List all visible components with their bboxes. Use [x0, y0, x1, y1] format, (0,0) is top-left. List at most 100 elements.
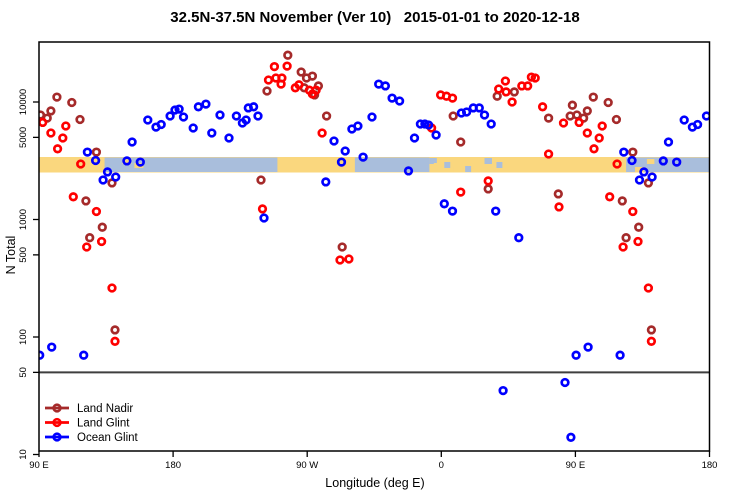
data-point: [75, 114, 85, 125]
data-point: [111, 172, 121, 182]
data-point: [91, 206, 102, 217]
data-point: [257, 204, 268, 214]
data-point: [178, 112, 189, 122]
data-point: [558, 118, 569, 128]
data-point: [231, 111, 242, 121]
data-point: [571, 350, 581, 360]
data-point: [615, 350, 625, 360]
data-point: [617, 196, 627, 206]
data-point: [46, 128, 56, 138]
data-point: [380, 81, 391, 91]
data-point: [46, 106, 56, 116]
data-point: [156, 119, 166, 130]
data-point: [514, 233, 524, 243]
data-point: [52, 144, 63, 154]
x-tick-label: 90 W: [296, 460, 318, 471]
data-point: [501, 87, 511, 97]
data-point: [67, 97, 77, 108]
legend-label: Ocean Glint: [77, 432, 139, 444]
data-point: [409, 133, 420, 143]
data-point: [517, 81, 527, 91]
data-point: [127, 137, 137, 147]
data-point: [701, 111, 710, 121]
map-strip-land-patch: [453, 167, 463, 172]
data-point: [96, 236, 107, 247]
data-point: [387, 93, 397, 103]
data-point: [483, 176, 493, 186]
data-point: [492, 91, 502, 101]
data-point: [61, 121, 71, 131]
data-point: [483, 184, 493, 194]
data-point: [588, 92, 598, 102]
data-point: [321, 111, 332, 121]
data-point: [201, 99, 211, 109]
data-point: [627, 155, 637, 166]
data-point: [282, 61, 292, 71]
data-point: [294, 80, 304, 90]
map-strip-ocean-patch: [484, 158, 492, 164]
x-tick-label: 90 E: [29, 460, 49, 471]
data-point: [256, 175, 266, 185]
data-point: [621, 233, 631, 243]
series-land-glint: [39, 61, 657, 346]
data-point: [335, 255, 345, 265]
data-point: [170, 105, 180, 115]
data-point: [566, 432, 576, 442]
data-point: [646, 336, 657, 346]
map-strip-ocean-patch: [429, 158, 437, 164]
map-strip-land-patch: [122, 159, 132, 164]
data-point: [494, 84, 504, 94]
data-point: [567, 100, 578, 110]
legend-label: Land Nadir: [77, 403, 133, 415]
x-tick-label: 180: [702, 460, 718, 471]
legend: Land Nadir Land Glint Ocean Glint: [45, 403, 139, 444]
data-point: [403, 166, 414, 176]
plot-contents: [39, 50, 710, 442]
data-point: [358, 152, 368, 162]
data-point: [474, 103, 484, 113]
data-point: [110, 325, 120, 335]
data-point: [81, 196, 91, 206]
data-point: [321, 177, 331, 187]
data-point: [554, 202, 564, 212]
data-point: [679, 115, 689, 125]
map-strip-land-patch: [646, 159, 655, 164]
data-point: [110, 336, 120, 346]
legend-marker-circle: [52, 432, 62, 442]
data-point: [276, 79, 286, 89]
data-point: [611, 114, 622, 125]
data-point: [543, 149, 554, 159]
data-point: [597, 121, 607, 131]
data-point: [634, 175, 645, 185]
y-tick-label: 10000: [18, 89, 29, 115]
data-point: [90, 155, 101, 166]
data-point: [76, 159, 86, 169]
data-point: [565, 111, 575, 121]
data-point: [79, 350, 89, 360]
data-point: [628, 147, 638, 157]
map-strip-ocean-segment: [104, 157, 278, 172]
x-tick-label: 180: [165, 460, 181, 471]
data-point: [646, 325, 657, 335]
chart-title: 32.5N-37.5N November (Ver 10) 2015-01-01…: [170, 9, 580, 26]
data-point: [262, 86, 272, 96]
map-strip-ocean-patch: [444, 162, 451, 168]
map-strip-land-patch: [635, 167, 644, 172]
data-point: [658, 156, 668, 166]
data-point: [634, 222, 644, 232]
data-point: [102, 167, 113, 177]
data-point: [269, 61, 280, 72]
data-point: [336, 157, 347, 167]
data-point: [456, 187, 466, 197]
data-point: [530, 73, 540, 83]
data-point: [594, 133, 604, 143]
data-point: [672, 157, 682, 167]
y-tick-label: 50: [18, 367, 29, 378]
legend-label: Land Glint: [77, 418, 130, 430]
data-point: [537, 102, 548, 112]
data-point: [47, 342, 57, 352]
legend-marker-circle: [52, 403, 62, 413]
data-point: [58, 133, 68, 143]
data-point: [337, 242, 347, 252]
